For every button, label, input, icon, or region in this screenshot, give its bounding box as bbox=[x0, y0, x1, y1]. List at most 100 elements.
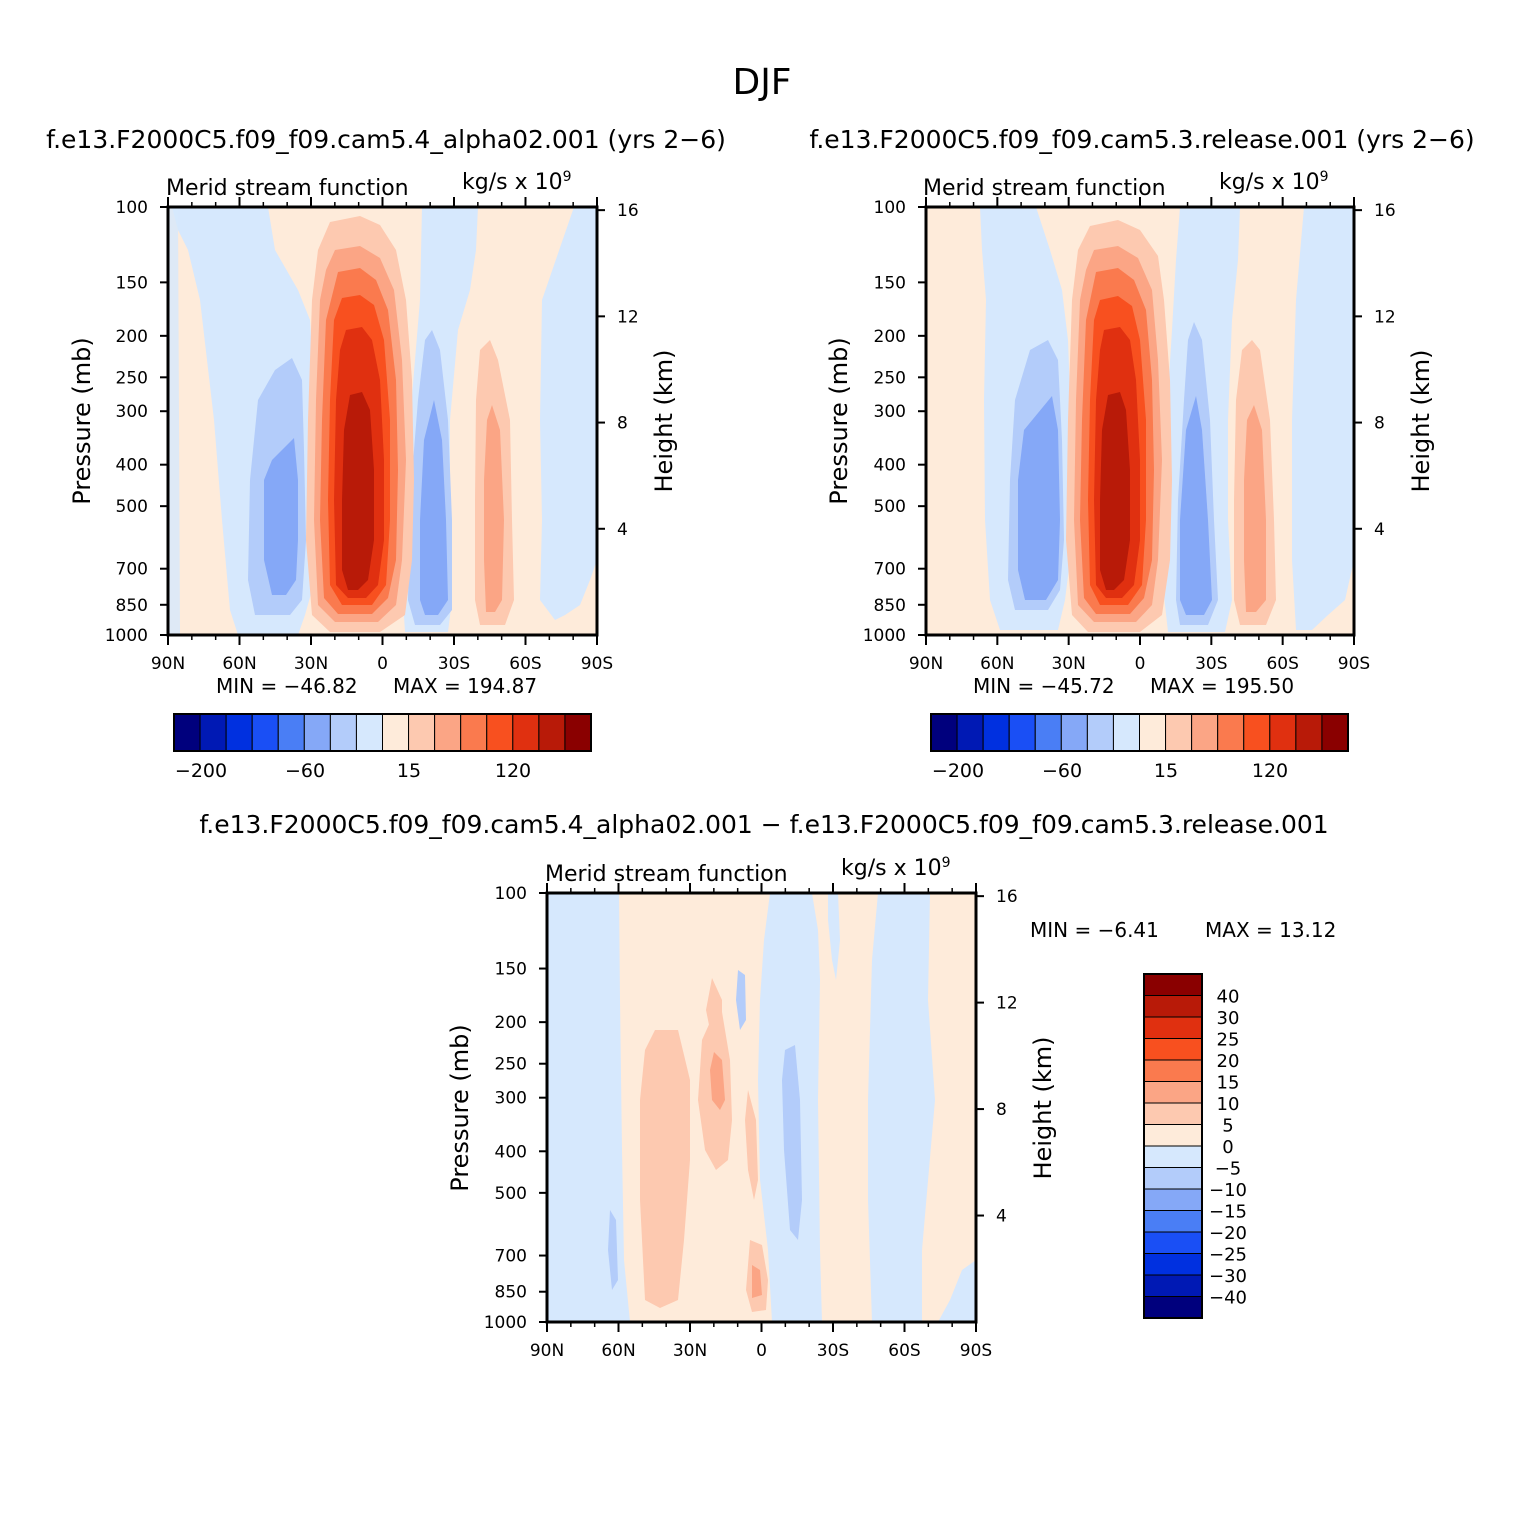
panel-a-max: MAX = 194.87 bbox=[393, 674, 537, 698]
panel-b-cb-label: −200 bbox=[932, 760, 984, 782]
x-tick-label: 90N bbox=[909, 654, 943, 674]
colorbar-frame bbox=[930, 713, 1349, 752]
y-tick-label: 500 bbox=[495, 1184, 527, 1204]
y-tick-label: 500 bbox=[116, 497, 148, 517]
y-tick-label: 250 bbox=[495, 1055, 527, 1075]
panel-a-contours bbox=[168, 207, 597, 635]
y-tick-label: 400 bbox=[495, 1142, 527, 1162]
panel-b: 100150200250300400500700850100016128490N… bbox=[825, 169, 1435, 782]
panel-a-colorbar-labels: −200 −60 15 120 bbox=[175, 760, 531, 782]
y-tick-label: 400 bbox=[116, 456, 148, 476]
panel-c-min: MIN = −6.41 bbox=[1030, 918, 1159, 942]
x-tick-label: 30S bbox=[817, 1341, 849, 1361]
x-tick-label: 90N bbox=[530, 1341, 564, 1361]
x-tick-label: 30S bbox=[1195, 654, 1227, 674]
x-tick-label: 60N bbox=[601, 1341, 635, 1361]
colorbar-swatch bbox=[1139, 713, 1167, 752]
y-right-tick-label: 16 bbox=[996, 887, 1018, 907]
panel-c-ylabel: Pressure (mb) bbox=[446, 1024, 474, 1191]
y-tick-label: 300 bbox=[116, 402, 148, 422]
colorbar-swatch bbox=[1060, 713, 1088, 752]
x-tick-label: 60S bbox=[1266, 654, 1298, 674]
panel-b-colorbar-labels: −200 −60 15 120 bbox=[932, 760, 1288, 782]
colorbar-swatch bbox=[1217, 713, 1245, 752]
colorbar-swatch bbox=[434, 713, 462, 752]
panel-a-cb-label: −60 bbox=[285, 760, 325, 782]
colorbar-swatch bbox=[277, 713, 305, 752]
x-tick-label: 90N bbox=[151, 654, 185, 674]
colorbar-swatch bbox=[1143, 1081, 1203, 1104]
colorbar-swatch bbox=[538, 713, 566, 752]
panel-b-cb-label: 120 bbox=[1252, 760, 1288, 782]
panel-a-colorbar bbox=[173, 713, 592, 752]
y-tick-label: 100 bbox=[116, 198, 148, 218]
colorbar-label: 5 bbox=[1222, 1116, 1233, 1137]
y-tick-label: 150 bbox=[116, 273, 148, 293]
colorbar-swatch bbox=[382, 713, 410, 752]
panel-a-ylabel: Pressure (mb) bbox=[68, 337, 96, 504]
panel-c-units: kg/s x 109 bbox=[841, 855, 951, 881]
colorbar-swatch bbox=[1086, 713, 1114, 752]
colorbar-frame bbox=[173, 713, 592, 752]
y-right-tick-label: 16 bbox=[617, 201, 639, 221]
panel-a-ylabel-right: Height (km) bbox=[650, 350, 678, 493]
panel-b-ylabel-right: Height (km) bbox=[1407, 350, 1435, 493]
colorbar-swatch bbox=[1243, 713, 1271, 752]
colorbar-swatch bbox=[1034, 713, 1062, 752]
y-tick-label: 1000 bbox=[105, 626, 148, 646]
colorbar-swatch bbox=[1143, 1038, 1203, 1061]
x-tick-label: 60N bbox=[980, 654, 1014, 674]
panel-c: 100150200250300400500700850100016128490N… bbox=[446, 855, 1336, 1361]
colorbar-label: −40 bbox=[1209, 1288, 1247, 1309]
colorbar-swatch bbox=[1143, 1059, 1203, 1082]
y-tick-label: 100 bbox=[874, 198, 906, 218]
x-tick-label: 0 bbox=[1135, 654, 1146, 674]
panel-b-max: MAX = 195.50 bbox=[1150, 674, 1294, 698]
panel-a-cb-label: −200 bbox=[175, 760, 227, 782]
colorbar-swatch bbox=[1143, 1167, 1203, 1190]
colorbar-swatch bbox=[1143, 995, 1203, 1018]
figure-title: DJF bbox=[732, 62, 791, 103]
colorbar-swatch bbox=[930, 713, 958, 752]
panel-a-cb-label: 120 bbox=[495, 760, 531, 782]
y-tick-label: 100 bbox=[495, 884, 527, 904]
colorbar-swatch bbox=[225, 713, 253, 752]
colorbar-swatch bbox=[1143, 1188, 1203, 1211]
colorbar-swatch bbox=[1143, 1274, 1203, 1297]
y-right-tick-label: 12 bbox=[996, 994, 1018, 1014]
y-tick-label: 1000 bbox=[863, 626, 906, 646]
panel-a-min: MIN = −46.82 bbox=[216, 674, 358, 698]
y-right-tick-label: 8 bbox=[617, 414, 628, 434]
colorbar-swatch bbox=[1112, 713, 1140, 752]
colorbar-swatch bbox=[564, 713, 592, 752]
colorbar-swatch bbox=[956, 713, 984, 752]
y-right-tick-label: 4 bbox=[617, 520, 628, 540]
colorbar-swatch bbox=[1143, 1231, 1203, 1254]
panel-b-cb-label: −60 bbox=[1042, 760, 1082, 782]
colorbar-label: −10 bbox=[1209, 1180, 1247, 1201]
colorbar-label: −30 bbox=[1209, 1266, 1247, 1287]
colorbar-label: −25 bbox=[1209, 1245, 1247, 1266]
colorbar-swatch bbox=[1008, 713, 1036, 752]
x-tick-label: 0 bbox=[756, 1341, 767, 1361]
colorbar-swatch bbox=[1295, 713, 1323, 752]
colorbar-swatch bbox=[1165, 713, 1193, 752]
y-right-tick-label: 12 bbox=[1374, 307, 1396, 327]
panel-a-units: kg/s x 109 bbox=[462, 169, 572, 195]
panel-b-contours bbox=[926, 207, 1354, 635]
right-case-title: f.e13.F2000C5.f09_f09.cam5.3.release.001… bbox=[809, 125, 1474, 154]
diff-case-title: f.e13.F2000C5.f09_f09.cam5.4_alpha02.001… bbox=[199, 810, 1328, 839]
x-tick-label: 90S bbox=[1338, 654, 1370, 674]
y-tick-label: 200 bbox=[495, 1013, 527, 1033]
colorbar-swatch bbox=[1143, 1016, 1203, 1039]
y-tick-label: 250 bbox=[116, 368, 148, 388]
y-tick-label: 200 bbox=[116, 327, 148, 347]
colorbar-swatch bbox=[1321, 713, 1349, 752]
x-tick-label: 60N bbox=[222, 654, 256, 674]
panel-c-ylabel-right: Height (km) bbox=[1029, 1037, 1057, 1180]
colorbar-swatch bbox=[1143, 1124, 1203, 1147]
y-tick-label: 700 bbox=[495, 1247, 527, 1267]
colorbar-swatch bbox=[1143, 1296, 1203, 1319]
y-tick-label: 1000 bbox=[484, 1313, 527, 1333]
